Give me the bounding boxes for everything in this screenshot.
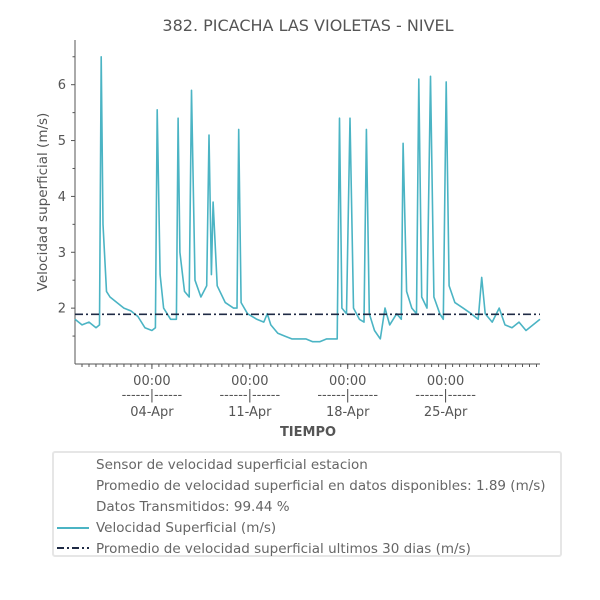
legend-info-text: Sensor de velocidad superficial estacion: [96, 457, 368, 473]
y-tick-label: 4: [58, 190, 66, 205]
legend-info-text: Promedio de velocidad superficial en dat…: [96, 478, 546, 494]
y-tick-label: 3: [58, 246, 66, 261]
x-tick-separator-label: ------|------: [415, 388, 476, 403]
y-tick-label: 2: [58, 302, 66, 317]
x-tick-separator-label: ------|------: [219, 388, 280, 403]
x-axis-label: TIEMPO: [280, 425, 336, 440]
y-tick-label: 6: [58, 78, 66, 93]
y-axis-label: Velocidad superficial (m/s): [35, 113, 51, 292]
legend-swatch-solid: [57, 527, 89, 529]
legend-info-text: Datos Transmitidos: 99.44 %: [96, 499, 290, 515]
legend-entry-label: Velocidad Superficial (m/s): [96, 520, 277, 536]
x-tick-day-label: 04-Apr: [130, 405, 174, 420]
x-tick-separator-label: ------|------: [317, 388, 378, 403]
chart-title: 382. PICACHA LAS VIOLETAS - NIVEL: [162, 16, 453, 35]
chart-legend: Sensor de velocidad superficial estacion…: [52, 451, 562, 557]
x-tick-time-label: 00:00: [231, 374, 268, 389]
x-tick-day-label: 11-Apr: [228, 405, 272, 420]
series-velocity-line: [74, 56, 541, 343]
x-tick-time-label: 00:00: [427, 374, 464, 389]
legend-entry-label: Promedio de velocidad superficial ultimo…: [96, 541, 471, 557]
x-tick-time-label: 00:00: [329, 374, 366, 389]
x-tick-day-label: 25-Apr: [424, 405, 468, 420]
x-tick-day-label: 18-Apr: [326, 405, 370, 420]
legend-swatch-dashdot: [57, 547, 89, 549]
x-tick-time-label: 00:00: [133, 374, 170, 389]
x-tick-separator-label: ------|------: [122, 388, 183, 403]
y-tick-label: 5: [58, 134, 66, 149]
